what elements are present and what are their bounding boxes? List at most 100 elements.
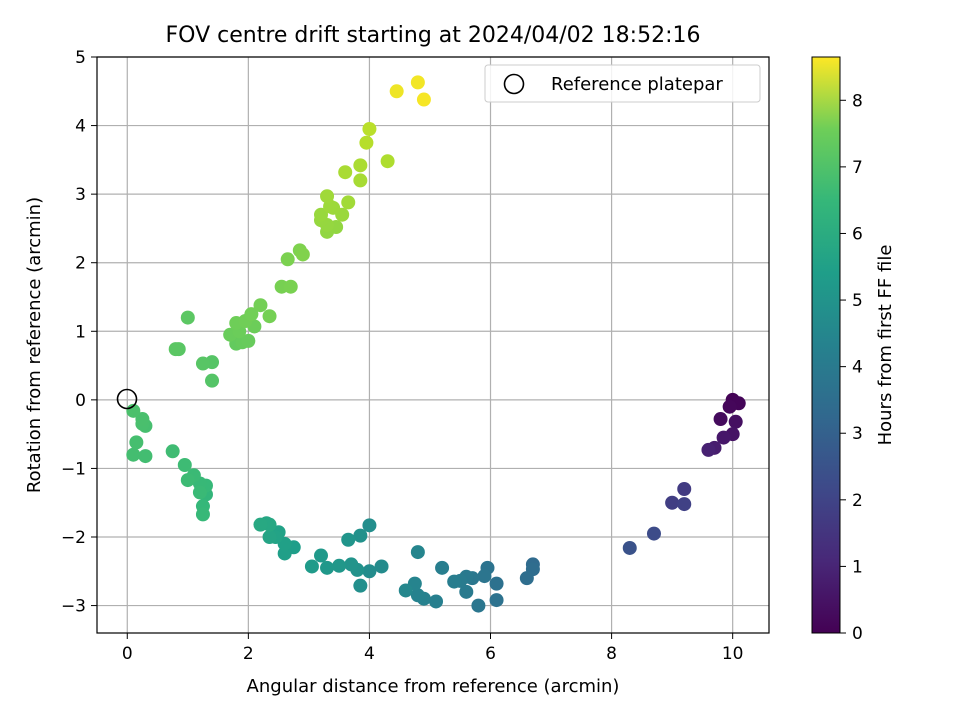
data-point [353,173,368,188]
colorbar-ticks: 0 1 2 3 4 5 6 7 8 [840,91,863,644]
colorbar-label: Hours from first FF file [875,245,896,446]
data-point [713,412,728,427]
data-point [646,526,661,541]
data-point [253,517,268,532]
data-point [459,584,474,599]
data-point [677,482,692,496]
data-point [429,594,444,609]
y-tick-label: −3 [61,597,86,617]
data-point [362,518,377,533]
data-point [489,593,504,608]
data-point [195,356,210,371]
colorbar-tick-label: 6 [852,224,863,244]
data-point [410,75,425,90]
data-point [471,598,486,613]
y-tick-label: 5 [75,48,86,68]
data-point [398,583,413,598]
colorbar-frame [811,56,841,634]
data-point [320,560,335,575]
data-point [701,442,716,457]
legend: Reference platepar [484,64,761,103]
data-point [314,548,328,563]
data-point [665,495,680,510]
data-point [332,558,347,573]
data-point [722,399,737,414]
plot-frame [96,56,770,634]
data-point [519,571,534,586]
data-point [359,135,374,150]
y-tick-label: 1 [75,322,86,342]
x-tick-label: 10 [722,644,744,664]
legend-box [484,64,761,103]
data-point [389,84,404,99]
data-point [262,530,277,544]
data-point [280,252,295,267]
x-axis-label: Angular distance from reference (arcmin) [247,676,620,697]
y-tick-label: 2 [75,254,86,274]
data-point [177,458,192,472]
colorbar-tick-label: 2 [852,491,863,511]
data-point [129,435,144,450]
data-point [341,532,356,547]
data-point [410,588,425,603]
data-point [180,473,195,488]
grid-lines [97,56,769,633]
data-point [314,207,328,222]
data-points [126,75,746,613]
y-tick-label: −2 [61,528,86,548]
legend-entry-reference: Reference platepar [551,74,723,95]
data-point [489,576,504,591]
x-tick-label: 4 [364,644,375,664]
data-point [277,546,292,561]
data-point [728,414,743,429]
x-tick-label: 0 [122,644,133,664]
data-point [253,298,268,313]
data-point [244,307,259,322]
x-tick-label: 2 [243,644,254,664]
y-tick-label: 4 [75,117,86,137]
y-axis-label: Rotation from reference (arcmin) [24,197,45,493]
colorbar-gradient [812,57,840,633]
data-point [241,333,256,348]
data-point [353,528,368,543]
colorbar-tick-label: 3 [852,424,863,444]
data-point [283,279,298,294]
data-point [165,444,180,459]
data-point [168,342,183,357]
data-point [435,560,450,575]
colorbar-tick-label: 5 [852,291,863,311]
data-point [195,507,210,522]
y-tick-label: −1 [61,459,86,479]
data-point [135,412,150,427]
legend-marker-icon [503,73,525,95]
data-point [477,569,492,584]
data-point [138,449,153,464]
data-point [341,195,356,210]
y-tick-label: 0 [75,391,86,411]
colorbar-tick-label: 0 [852,624,863,644]
chart-title: FOV centre drift starting at 2024/04/02 … [166,23,701,48]
data-point [380,154,395,169]
data-point [353,158,368,173]
data-point [262,309,277,324]
colorbar: 0 1 2 3 4 5 6 7 8 Hours from first FF file [811,56,896,644]
data-point [295,247,310,262]
y-tick-label: 3 [75,185,86,205]
data-point [304,559,319,574]
reference-marker [116,388,138,410]
colorbar-tick-label: 7 [852,158,863,178]
colorbar-tick-label: 1 [852,557,863,577]
data-point [126,447,141,462]
data-point [374,559,389,574]
y-axis-ticks: −3 −2 −1 0 1 2 3 4 5 [61,48,97,617]
data-point [205,373,220,388]
x-tick-label: 8 [606,644,617,664]
colorbar-tick-label: 8 [852,91,863,111]
colorbar-tick-label: 4 [852,358,863,378]
data-point [180,310,195,325]
data-point [192,485,207,500]
data-point [338,165,353,180]
data-point [677,497,692,512]
data-point [344,557,359,572]
data-point [320,189,335,204]
